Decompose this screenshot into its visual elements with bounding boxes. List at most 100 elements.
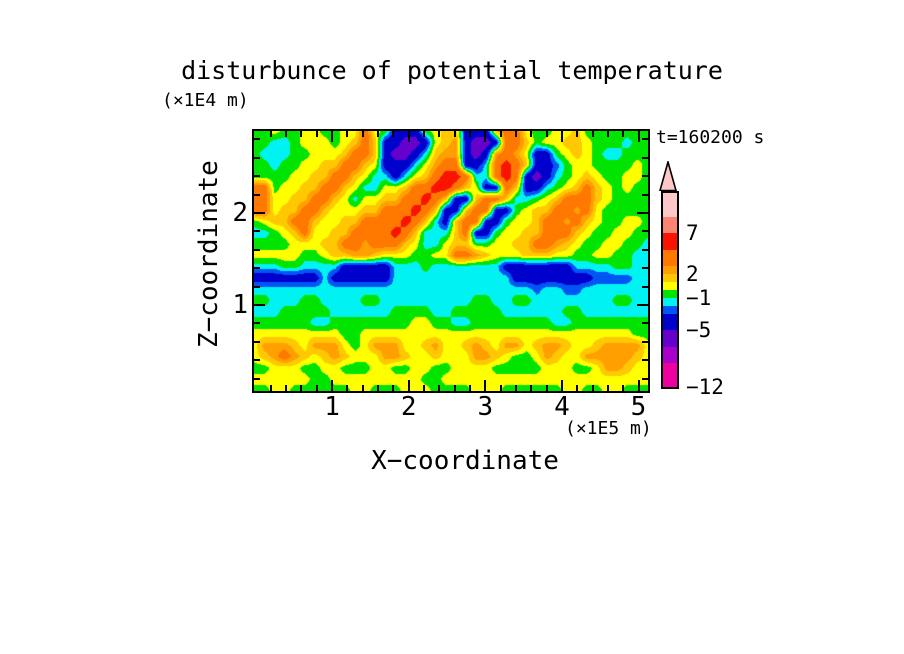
tick-mark [346, 131, 349, 137]
tick-mark [453, 131, 456, 137]
tick-mark [484, 131, 487, 142]
tick-mark [392, 131, 395, 137]
tick-mark [642, 156, 648, 159]
tick-mark [377, 385, 380, 391]
tick-mark [315, 385, 318, 391]
colorbar-segment [663, 193, 677, 218]
tick-mark [642, 377, 648, 380]
tick-mark [407, 380, 410, 391]
tick-mark [254, 340, 260, 343]
tick-mark [254, 304, 265, 306]
tick-mark [254, 377, 260, 380]
tick-mark [606, 131, 609, 137]
colorbar [661, 191, 679, 389]
colorbar-value-label: 2 [686, 261, 699, 286]
tick-mark [514, 131, 517, 137]
plot-area [252, 129, 650, 393]
x-tick-label: 2 [400, 392, 417, 422]
tick-mark [642, 267, 648, 270]
tick-mark [637, 212, 648, 214]
tick-mark [468, 385, 471, 391]
heatmap-canvas [254, 131, 648, 391]
tick-mark [514, 385, 517, 391]
colorbar-segment [663, 281, 677, 290]
tick-mark [254, 230, 260, 233]
tick-mark [499, 385, 502, 391]
tick-mark [642, 230, 648, 233]
x-axis-title: X−coordinate [371, 446, 559, 476]
x-axis-unit: (×1E5 m) [565, 418, 652, 439]
tick-mark [331, 380, 334, 391]
tick-mark [642, 193, 648, 196]
tick-mark [254, 212, 265, 214]
tick-mark [642, 340, 648, 343]
tick-mark [530, 385, 533, 391]
tick-mark [361, 131, 364, 137]
tick-mark [642, 359, 648, 362]
tick-mark [622, 131, 625, 137]
colorbar-segment [663, 314, 677, 331]
tick-mark [346, 385, 349, 391]
tick-mark [300, 385, 303, 391]
tick-mark [591, 131, 594, 137]
y-axis-unit: (×1E4 m) [162, 90, 249, 111]
tick-mark [269, 385, 272, 391]
tick-mark [300, 131, 303, 137]
tick-mark [545, 131, 548, 137]
tick-mark [642, 285, 648, 288]
tick-mark [642, 248, 648, 251]
colorbar-segment [663, 217, 677, 234]
tick-mark [407, 131, 410, 142]
tick-mark [269, 131, 272, 137]
tick-mark [453, 385, 456, 391]
tick-mark [438, 131, 441, 137]
y-tick-label: 2 [232, 198, 248, 228]
colorbar-segment [663, 330, 677, 347]
tick-mark [254, 359, 260, 362]
colorbar-segment [663, 273, 677, 282]
tick-mark [530, 131, 533, 137]
colorbar-segment [663, 362, 677, 387]
tick-mark [606, 385, 609, 391]
x-tick-label: 1 [324, 392, 340, 422]
colorbar-value-label: −1 [686, 286, 712, 311]
x-tick-label: 4 [554, 392, 570, 422]
tick-mark [642, 322, 648, 325]
time-annotation: t=160200 s [656, 127, 765, 148]
tick-mark [285, 131, 288, 137]
tick-mark [591, 385, 594, 391]
x-tick-label: 5 [630, 392, 647, 422]
tick-mark [576, 385, 579, 391]
tick-mark [642, 175, 648, 178]
colorbar-segment [663, 233, 677, 250]
tick-mark [642, 138, 648, 141]
tick-mark [254, 193, 260, 196]
tick-mark [254, 267, 260, 270]
tick-mark [637, 380, 640, 391]
tick-mark [361, 385, 364, 391]
tick-mark [499, 131, 502, 137]
tick-mark [484, 380, 487, 391]
x-tick-label: 3 [477, 392, 494, 422]
tick-mark [377, 131, 380, 137]
colorbar-segment [663, 298, 677, 307]
tick-mark [637, 131, 640, 142]
colorbar-segment [663, 306, 677, 315]
tick-mark [423, 131, 426, 137]
colorbar-segment [663, 249, 677, 266]
tick-mark [622, 385, 625, 391]
tick-mark [254, 248, 260, 251]
y-tick-label: 1 [232, 290, 248, 320]
colorbar-segment [663, 346, 677, 363]
colorbar-arrow-icon [659, 161, 677, 191]
chart-title: disturbunce of potential temperature [181, 56, 723, 85]
tick-mark [254, 138, 260, 141]
colorbar-value-label: −5 [686, 318, 712, 343]
tick-mark [285, 385, 288, 391]
tick-mark [560, 131, 563, 142]
tick-mark [254, 285, 260, 288]
tick-mark [254, 322, 260, 325]
tick-mark [392, 385, 395, 391]
tick-mark [637, 304, 648, 306]
tick-mark [315, 131, 318, 137]
